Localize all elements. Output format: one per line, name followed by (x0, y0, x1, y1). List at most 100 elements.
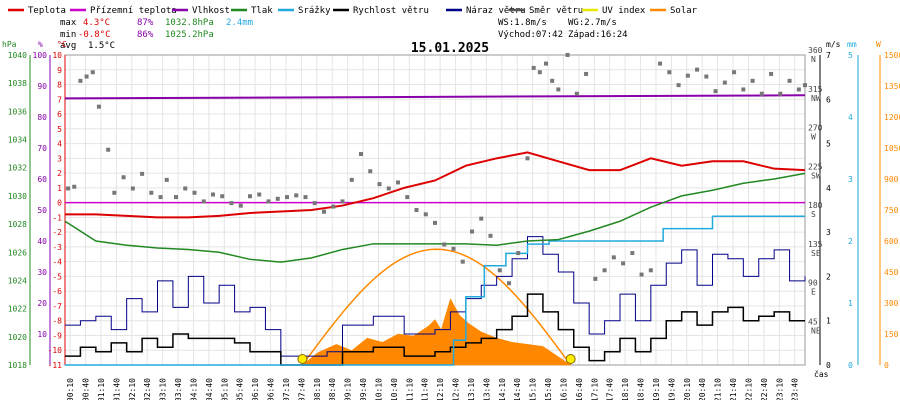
wind-direction-point (220, 194, 225, 199)
wind-direction-point (192, 190, 197, 195)
stats-max-label: max (60, 18, 77, 28)
stats-min-temp: -0.8°C (78, 30, 111, 40)
series-wind-gust (65, 236, 806, 357)
legend-label: Srážky (298, 6, 331, 16)
plot-area (64, 53, 807, 366)
time-tick-label: 21:40 (729, 378, 738, 400)
stats-avg-temp: 1.5°C (88, 41, 115, 51)
sunset-marker (565, 354, 576, 364)
time-tick-label: 00:10 (66, 378, 75, 400)
chart-grid (64, 54, 806, 366)
wind-direction-point (574, 91, 579, 96)
time-tick-label: 06:40 (267, 378, 276, 400)
legend-label: Směr větru (529, 6, 583, 16)
wind-direction-point (331, 204, 336, 209)
wind-direction-point (442, 242, 447, 247)
wind-direction-point (584, 71, 589, 76)
temp-tick-label: 3 (57, 154, 62, 163)
wind-direction-point (556, 87, 561, 92)
chart-axes: 1040103810361034103210301028102610241022… (8, 46, 900, 400)
wind-direction-point (593, 276, 598, 281)
stats-max-press: 1032.8hPa (165, 18, 214, 28)
dir-tick-deg: 90 (808, 279, 818, 288)
wind-direction-point (84, 74, 89, 79)
mm-tick-label: 3 (848, 175, 853, 184)
wind-direction-point (667, 70, 672, 75)
time-tick-label: 00:40 (82, 378, 91, 400)
stats-ws: WS:1.8m/s (498, 18, 547, 28)
dir-tick-compass: E (811, 288, 816, 297)
wind-direction-point (211, 192, 215, 197)
wind-direction-point (479, 216, 484, 221)
series-humidity (64, 94, 806, 100)
wind-direction-point (294, 193, 299, 198)
wind-direction-point (90, 70, 95, 75)
wind-direction-point (66, 186, 71, 191)
series-solar-area (301, 298, 572, 366)
dir-tick-deg: 225 (808, 162, 823, 171)
time-tick-label: 20:40 (698, 378, 707, 400)
temp-tick-label: -9 (52, 331, 62, 340)
pct-tick-label: 50 (37, 206, 47, 215)
pct-tick-label: 10 (37, 330, 47, 339)
wind-direction-point (266, 199, 271, 204)
legend-label: Rychlost větru (353, 6, 429, 16)
series-solar-max-curve (301, 248, 572, 366)
dir-tick-compass: N (811, 55, 816, 64)
wind-direction-point (525, 156, 530, 161)
hpa-tick-label: 1040 (8, 51, 27, 60)
time-tick-label: 11:10 (405, 378, 414, 400)
mm-tick-label: 1 (848, 299, 853, 308)
wind-direction-point (676, 83, 681, 88)
wind-direction-point (516, 251, 521, 256)
mm-tick-label: 0 (848, 361, 853, 370)
time-tick-label: 14:40 (513, 378, 522, 400)
wind-direction-point (722, 80, 727, 85)
wind-direction-point (451, 246, 456, 251)
temp-tick-label: -3 (52, 243, 62, 252)
pct-tick-label: 30 (37, 268, 47, 277)
legend-label: Přízemní teplota (90, 6, 177, 16)
temp-tick-label: 6 (57, 110, 62, 119)
dir-tick-deg: 270 (808, 124, 823, 133)
unit-time: čas (814, 369, 829, 379)
wind-direction-point (174, 195, 178, 200)
time-tick-label: 18:40 (637, 378, 646, 400)
temp-tick-label: 5 (57, 125, 62, 134)
dir-tick-deg: 360 (808, 46, 823, 55)
time-tick-label: 20:10 (683, 378, 692, 400)
wind-direction-point (275, 196, 280, 201)
pct-tick-label: 40 (37, 237, 47, 246)
legend-label: UV index (602, 6, 646, 16)
w-tick-label: 900 (884, 175, 899, 184)
time-tick-label: 10:40 (390, 378, 399, 400)
time-tick-label: 15:40 (544, 378, 553, 400)
dir-tick-compass: SE (811, 249, 821, 258)
wind-direction-point (130, 186, 135, 191)
time-tick-label: 16:10 (559, 378, 568, 400)
wind-direction-point (96, 104, 101, 109)
unit-hpa: hPa (2, 40, 17, 49)
time-tick-label: 07:10 (282, 378, 291, 400)
unit-ms: m/s (826, 40, 841, 49)
pct-tick-label: 90 (37, 82, 47, 91)
time-tick-label: 19:40 (667, 378, 676, 400)
time-tick-label: 01:40 (112, 378, 121, 400)
mm-tick-label: 5 (848, 51, 853, 60)
dir-tick-compass: S (811, 210, 816, 219)
wind-direction-point (685, 73, 690, 78)
stats-avg-label: avg (60, 41, 76, 51)
temp-tick-label: -6 (52, 287, 62, 296)
wind-direction-point (803, 83, 807, 88)
wind-direction-point (396, 180, 400, 185)
legend-label: Teplota (28, 6, 66, 16)
hpa-tick-label: 1036 (8, 107, 27, 116)
w-tick-label: 600 (884, 237, 899, 246)
ms-tick-label: 0 (826, 361, 831, 370)
wind-direction-point (386, 186, 391, 191)
stats-sunrise: Východ:07:42 (498, 30, 563, 40)
stats-block: max 4.3°C 87% 1032.8hPa 2.4mm min -0.8°C… (60, 18, 628, 51)
wind-direction-point (507, 281, 511, 286)
legend-label: Náraz větru (466, 6, 526, 16)
wind-direction-point (639, 272, 644, 277)
